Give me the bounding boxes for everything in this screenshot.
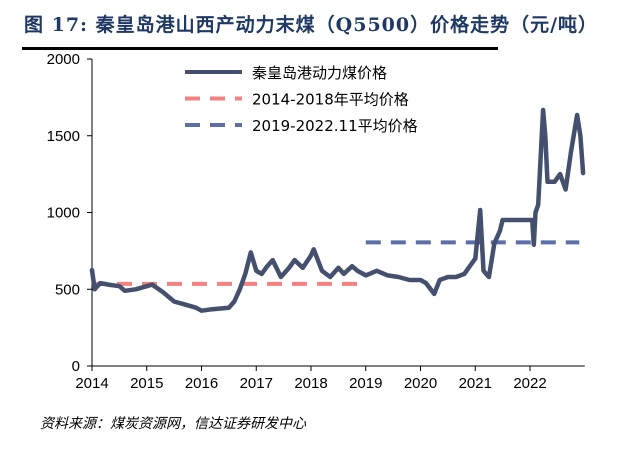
- figure-title: 图 17: 秦皇岛港山西产动力末煤（Q5500）价格走势（元/吨）: [24, 14, 599, 36]
- x-tick-label: 2017: [240, 375, 273, 392]
- x-tick-label: 2016: [185, 375, 218, 392]
- x-tick-label: 2015: [130, 375, 163, 392]
- legend-label-0: 秦皇岛港动力煤价格: [252, 64, 387, 82]
- title-underline: [22, 47, 498, 50]
- y-tick-label: 1000: [47, 205, 80, 222]
- y-tick-label: 0: [72, 358, 80, 375]
- y-tick-label: 1500: [47, 128, 80, 145]
- source-note: 资料来源：煤炭资源网，信达证券研发中心: [40, 416, 306, 432]
- x-tick-label: 2018: [294, 375, 327, 392]
- x-tick-label: 2021: [459, 375, 492, 392]
- y-tick-label: 500: [55, 281, 80, 298]
- x-tick-label: 2014: [75, 375, 108, 392]
- x-tick-label: 2020: [404, 375, 437, 392]
- y-tick-label: 2000: [47, 51, 80, 68]
- x-tick-label: 2019: [349, 375, 382, 392]
- legend-label-1: 2014-2018年平均价格: [252, 91, 409, 109]
- series-line-0: [89, 107, 586, 313]
- x-tick-label: 2022: [513, 375, 546, 392]
- legend-label-2: 2019-2022.11平均价格: [252, 117, 418, 135]
